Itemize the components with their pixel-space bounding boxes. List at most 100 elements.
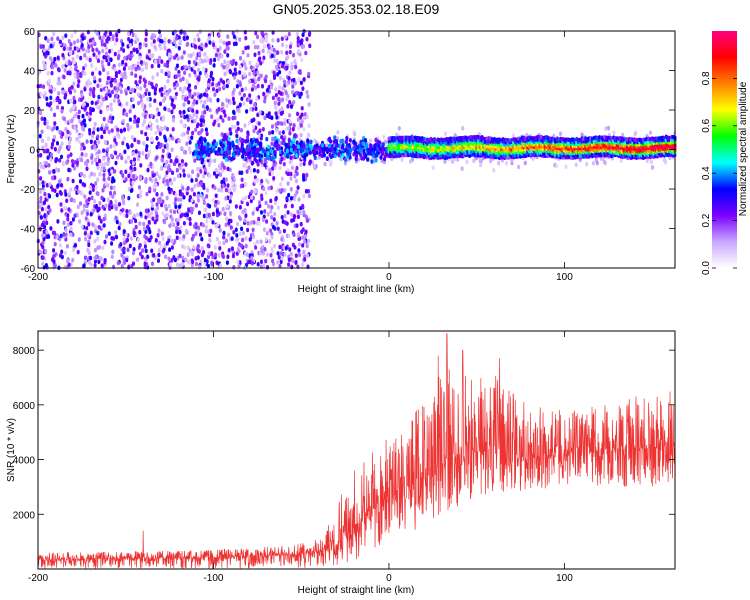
spectrogram-cell (64, 92, 68, 98)
spectrogram-cell (188, 216, 192, 222)
spectrogram-cell (133, 114, 137, 120)
spectrogram-cell (68, 60, 72, 65)
spectrogram-cell (106, 197, 110, 202)
spectrogram-cell (295, 223, 299, 228)
spectrogram-cell (105, 80, 109, 86)
spectrogram-cell (126, 127, 130, 132)
spectrogram-cell (163, 90, 167, 96)
spectrogram-cell (224, 222, 228, 227)
spectrogram-cell (106, 156, 111, 162)
spectrogram-cell (172, 209, 177, 215)
spectrogram-cell (83, 182, 87, 188)
spectrogram-cell (279, 75, 283, 81)
spectrogram-cell (77, 109, 81, 115)
spectrogram-cell (288, 70, 292, 76)
spectrogram-cell (181, 96, 185, 101)
spectrogram-cell (136, 156, 141, 162)
spectrogram-cell (256, 112, 260, 118)
spectrogram-cell (57, 90, 61, 96)
spectrogram-cell (194, 261, 199, 267)
spectrogram-cell (284, 142, 288, 148)
spectrogram-cell (175, 82, 180, 88)
spectrogram-cell (279, 91, 283, 96)
spectrogram-cell (250, 260, 255, 266)
spectrogram-cell (307, 238, 311, 244)
spectrogram-cell (141, 112, 145, 117)
spectrogram-cell (92, 126, 96, 132)
spectrogram-cell (155, 171, 159, 177)
spectrogram-cell (87, 260, 92, 265)
spectrogram-cell (110, 48, 114, 53)
spectrogram-cell (99, 95, 103, 100)
spectrogram-cell (72, 247, 76, 252)
spectrogram-cell (111, 194, 115, 199)
spectrogram-cell (354, 149, 358, 155)
spectrogram-cell (205, 73, 209, 79)
spectrogram-cell (202, 200, 206, 206)
spectrogram-cell (170, 109, 174, 115)
spectrogram-cell (286, 54, 290, 60)
spectrogram-cell (200, 252, 204, 258)
spectrogram-cell (93, 199, 97, 204)
spectrogram-cell (209, 58, 213, 63)
spectrogram-cell (235, 233, 239, 238)
spectrogram-cell (170, 216, 174, 222)
spectrogram-cell (46, 155, 50, 160)
spectrogram-cell (240, 226, 244, 232)
spectrogram-cell (257, 221, 261, 227)
spectrogram-cell (80, 157, 84, 163)
spectrogram-cell (183, 70, 187, 75)
spectrogram-cell (87, 250, 91, 256)
spectrogram-cell (44, 36, 48, 41)
spectrogram-cell (220, 132, 224, 137)
spectrogram-cell (132, 246, 136, 252)
spectrogram-cell (300, 57, 304, 62)
spectrogram-cell (225, 204, 229, 209)
spectrogram-cell (258, 128, 262, 134)
spectrogram-cell (198, 59, 202, 64)
spectrogram-cell (127, 195, 131, 201)
spectrogram-cell (98, 70, 102, 76)
spectrogram-cell (96, 177, 100, 182)
spectrogram-cell (48, 56, 53, 61)
spectrogram-cell (192, 244, 196, 250)
spectrogram-cell (228, 210, 233, 216)
spectrogram-cell (133, 166, 137, 172)
spectrogram-cell (130, 143, 134, 148)
spectrogram-cell (307, 102, 311, 107)
spectrogram-cell (66, 222, 70, 228)
spectrogram-cell (214, 52, 218, 58)
spectrogram-cell (313, 146, 317, 152)
spectrogram-cell (211, 81, 215, 87)
spectrogram-cell (91, 47, 95, 53)
spectrogram-cell (276, 37, 280, 43)
spectrogram-cell (69, 226, 73, 232)
spectrogram-cell (76, 38, 80, 44)
spectrogram-cell (38, 133, 42, 139)
spectrogram-cell (225, 46, 229, 51)
spectrogram-cell (249, 99, 253, 105)
spectrogram-cell (194, 73, 198, 78)
spectrogram-cell (358, 148, 362, 153)
spectrogram-cell (45, 149, 49, 154)
spectrogram-cell (135, 212, 140, 218)
spectrogram-cell (95, 191, 99, 196)
spectrogram-cell (297, 252, 302, 258)
spectrogram-cell (200, 59, 204, 64)
spectrogram-cell (135, 37, 139, 43)
spectrogram-cell (217, 147, 221, 153)
spectrogram-cell (78, 134, 82, 139)
spectrogram-cell (85, 225, 89, 231)
spectrogram-cell (93, 144, 97, 150)
spectrogram-cell (274, 111, 278, 116)
spectrogram-cell (98, 35, 102, 41)
spectrogram-cell (297, 76, 301, 82)
spectrogram-cell (175, 158, 179, 164)
spectrogram-cell (163, 134, 167, 140)
spectrogram-cell (115, 87, 119, 92)
spectrogram-cell (66, 129, 70, 135)
spectrogram-cell (106, 71, 110, 76)
spectrogram-cell (70, 84, 74, 90)
spectrogram-cell (305, 253, 310, 258)
spectrogram-cell (272, 70, 276, 76)
